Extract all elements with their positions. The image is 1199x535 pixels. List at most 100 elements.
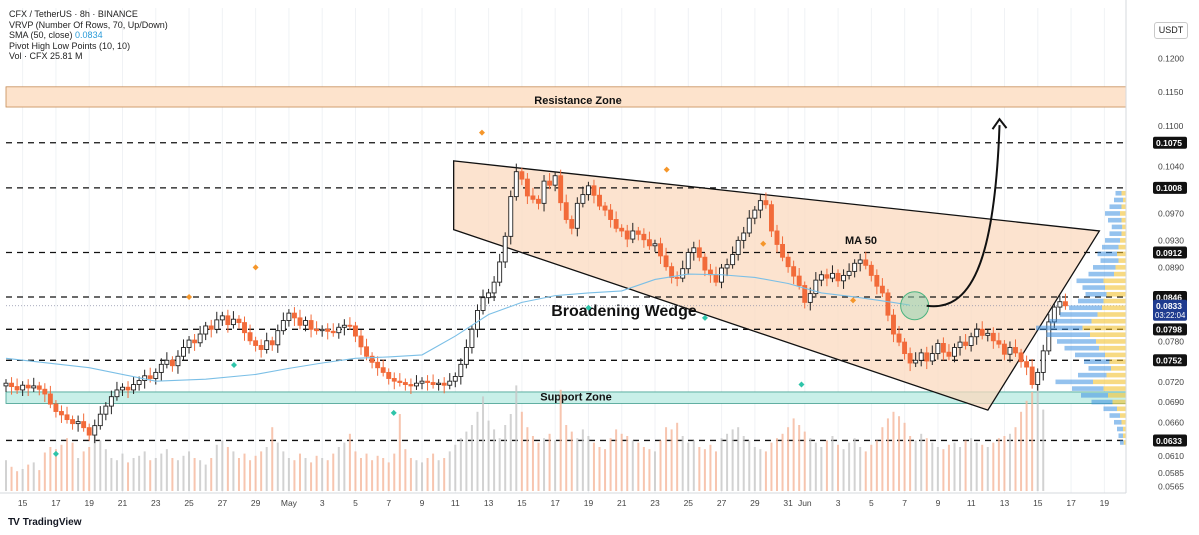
volume-bar bbox=[1025, 400, 1028, 491]
candle-body bbox=[436, 382, 442, 385]
volume-bar bbox=[1008, 433, 1011, 491]
candle-body bbox=[197, 333, 203, 344]
volume-bar bbox=[981, 444, 984, 491]
vrvp-bar-up bbox=[1123, 433, 1126, 439]
legend-sma[interactable]: SMA (50, close) 0.0834 bbox=[9, 30, 168, 41]
candle-body bbox=[402, 382, 408, 385]
legend-vrvp[interactable]: VRVP (Number Of Rows, 70, Up/Down) bbox=[9, 19, 168, 30]
candle-body bbox=[513, 171, 519, 198]
candle-body bbox=[924, 352, 930, 362]
projection-arrow bbox=[926, 125, 1001, 308]
legend-volume-label: Vol · CFX bbox=[9, 51, 48, 62]
volume-bar bbox=[371, 460, 374, 491]
currency-button[interactable]: USDT bbox=[1154, 22, 1188, 39]
candle-body bbox=[247, 332, 253, 342]
volume-bar bbox=[149, 460, 152, 491]
level-price-tag bbox=[1153, 323, 1187, 336]
candle-body bbox=[841, 274, 847, 282]
candle-body bbox=[652, 243, 658, 247]
candle-body bbox=[957, 341, 963, 348]
vrvp-bar-up bbox=[1121, 419, 1126, 425]
volume-bar bbox=[615, 429, 618, 491]
pivot-high-marker bbox=[663, 166, 670, 173]
volume-bar bbox=[665, 427, 668, 491]
candle-body bbox=[663, 255, 669, 268]
candle-body bbox=[702, 256, 708, 271]
candle-body bbox=[175, 355, 181, 367]
vrvp-bar-down bbox=[1075, 352, 1105, 358]
vrvp-bar-up bbox=[1120, 211, 1126, 216]
volume-bar bbox=[304, 458, 307, 491]
vrvp-bar-up bbox=[1082, 325, 1126, 331]
vrvp-bar-down bbox=[1108, 217, 1122, 223]
volume-bar bbox=[1036, 381, 1039, 491]
time-axis-tick-label: 23 bbox=[151, 498, 161, 508]
volume-bar bbox=[298, 453, 301, 491]
candle-body bbox=[580, 194, 586, 204]
candle-body bbox=[990, 332, 996, 342]
vrvp-bar-down bbox=[1069, 305, 1102, 311]
pivot-high-marker bbox=[252, 264, 259, 271]
price-axis-tick-label: 0.0610 bbox=[1158, 451, 1184, 461]
legend-volume[interactable]: Vol · CFX 25.81 M bbox=[9, 51, 168, 62]
vrvp-bar-up bbox=[1121, 231, 1126, 236]
vrvp-bar-down bbox=[1100, 258, 1119, 263]
volume-bar bbox=[32, 462, 35, 491]
time-axis-tick-label: 29 bbox=[750, 498, 760, 508]
candle-body bbox=[885, 292, 891, 316]
level-price-tag bbox=[1153, 354, 1187, 367]
volume-bar bbox=[581, 429, 584, 491]
vrvp-bar-down bbox=[1046, 332, 1090, 338]
candle-body bbox=[852, 262, 858, 272]
volume-bar bbox=[598, 447, 601, 491]
volume-bar bbox=[437, 460, 440, 491]
volume-bar bbox=[570, 431, 573, 491]
legend-symbol[interactable]: CFX / TetherUS · 8h · BINANCE bbox=[9, 9, 138, 19]
candle-body bbox=[935, 343, 941, 355]
volume-bar bbox=[903, 422, 906, 491]
vrvp-bar-down bbox=[1105, 238, 1120, 243]
volume-bar bbox=[160, 453, 163, 491]
vrvp-bar-down bbox=[1114, 197, 1123, 203]
time-axis-tick-label: 21 bbox=[617, 498, 627, 508]
volume-bar bbox=[997, 438, 1000, 491]
vrvp-bar-up bbox=[1109, 359, 1126, 364]
candle-body bbox=[186, 339, 192, 348]
candle-body bbox=[602, 205, 608, 211]
candle-body bbox=[769, 204, 774, 232]
volume-bar bbox=[482, 396, 485, 491]
candle-body bbox=[940, 343, 946, 353]
candle-body bbox=[952, 347, 957, 357]
vrvp-bar-down bbox=[1060, 312, 1098, 317]
candle-body bbox=[25, 384, 31, 389]
time-axis-tick-label: 9 bbox=[936, 498, 941, 508]
volume-bar bbox=[753, 447, 756, 491]
vrvp-bar-up bbox=[1106, 291, 1126, 297]
volume-bar bbox=[287, 458, 290, 491]
volume-bar bbox=[348, 433, 351, 491]
volume-bar bbox=[21, 469, 24, 491]
candle-body bbox=[269, 340, 275, 346]
countdown-label: 03:22:04 bbox=[1155, 311, 1186, 320]
price-axis-tick-label: 0.1200 bbox=[1158, 54, 1184, 64]
candle-body bbox=[846, 270, 852, 276]
legend-pivot[interactable]: Pivot High Low Points (10, 10) bbox=[9, 40, 131, 51]
vrvp-bar-down bbox=[1115, 190, 1122, 196]
candle-body bbox=[325, 328, 331, 332]
volume-bar bbox=[537, 442, 540, 491]
volume-bar bbox=[343, 442, 346, 491]
vrvp-bar-up bbox=[1111, 366, 1126, 371]
volume-bar bbox=[321, 458, 324, 491]
candle-body bbox=[275, 330, 281, 346]
volume-bar bbox=[848, 442, 851, 491]
candle-body bbox=[336, 326, 342, 334]
volume-bar bbox=[404, 449, 407, 491]
volume-bar bbox=[171, 458, 174, 491]
volume-bar bbox=[443, 458, 446, 491]
vrvp-bar-down bbox=[1049, 318, 1092, 324]
volume-bar bbox=[143, 451, 146, 491]
candle-body bbox=[131, 384, 137, 391]
volume-bar bbox=[543, 438, 546, 491]
volume-bar bbox=[975, 442, 978, 491]
